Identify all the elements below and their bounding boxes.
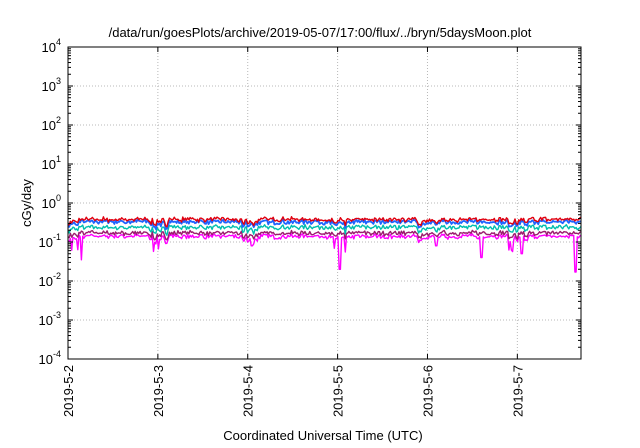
series-line [67, 229, 582, 241]
y-tick-label: 101 [42, 154, 61, 172]
chart-title: /data/run/goesPlots/archive/2019-05-07/1… [109, 25, 532, 40]
series-line [67, 223, 582, 237]
series-group [67, 215, 582, 273]
plot-frame [67, 46, 582, 360]
x-axis: 2019-5-2 2019-5-3 2019-5-4 2019-5-5 2019-5-6… [61, 47, 525, 417]
y-axis: 10-4 10-3 10-2 10-1 100 101 102 103 104 [39, 37, 581, 367]
x-tick-label: 2019-5-7 [510, 365, 525, 417]
series-line [67, 218, 582, 231]
y-tick-label: 10-1 [39, 232, 61, 250]
y-tick-label: 102 [42, 115, 61, 133]
x-tick-label: 2019-5-3 [151, 365, 166, 417]
series-line [67, 233, 582, 273]
x-tick-label: 2019-5-4 [241, 365, 256, 417]
y-tick-label: 10-3 [39, 310, 61, 328]
x-tick-label: 2019-5-5 [331, 365, 346, 417]
grid [68, 47, 581, 359]
x-tick-label: 2019-5-2 [61, 365, 76, 417]
y-tick-label: 100 [42, 193, 61, 211]
y-axis-label: cGy/day [19, 179, 34, 227]
series-line [67, 215, 582, 228]
y-tick-label: 10-4 [39, 349, 61, 367]
x-axis-label: Coordinated Universal Time (UTC) [223, 428, 422, 443]
y-tick-label: 10-2 [39, 271, 61, 289]
y-tick-label: 103 [42, 76, 61, 94]
y-tick-label: 104 [42, 37, 61, 55]
x-tick-label: 2019-5-6 [420, 365, 435, 417]
